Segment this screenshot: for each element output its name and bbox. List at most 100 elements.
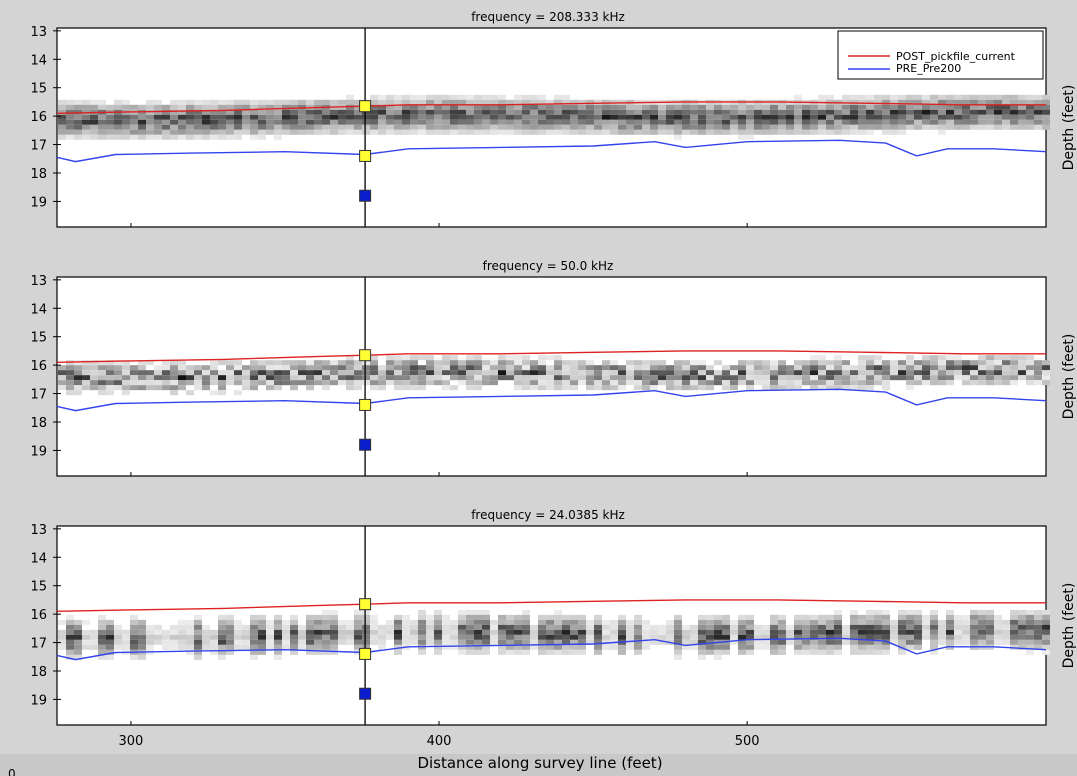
- echo-cell: [842, 385, 850, 391]
- echo-cell: [322, 114, 330, 120]
- echo-cell: [498, 614, 506, 620]
- echo-cell: [586, 119, 594, 125]
- echo-cell: [810, 385, 818, 391]
- echo-cell: [690, 624, 698, 630]
- echo-cell: [490, 129, 498, 135]
- echo-cell: [114, 634, 122, 640]
- echo-cell: [474, 99, 482, 105]
- pick-marker-yellow[interactable]: [359, 398, 372, 411]
- echo-cell: [834, 614, 842, 620]
- echo-cell: [794, 94, 802, 100]
- echo-cell: [394, 644, 402, 650]
- echo-cell: [666, 119, 674, 125]
- echo-cell: [130, 365, 138, 371]
- echo-cell: [802, 370, 810, 376]
- echo-cell: [602, 619, 610, 625]
- echo-cell: [250, 134, 258, 140]
- echo-cell: [602, 104, 610, 110]
- pick-marker-blue[interactable]: [359, 189, 372, 202]
- echo-cell: [626, 370, 634, 376]
- echo-cell: [290, 365, 298, 371]
- echo-cell: [178, 99, 186, 105]
- echo-cell: [714, 360, 722, 366]
- echo-cell: [938, 634, 946, 640]
- echo-cell: [498, 644, 506, 650]
- echo-cell: [898, 99, 906, 105]
- echo-cell: [634, 360, 642, 366]
- echo-cell: [914, 624, 922, 630]
- echo-cell: [1026, 619, 1034, 625]
- echo-cell: [394, 370, 402, 376]
- echo-cell: [106, 134, 114, 140]
- echo-cell: [682, 624, 690, 630]
- echo-cell: [346, 619, 354, 625]
- pick-marker-yellow[interactable]: [359, 100, 372, 113]
- echo-cell: [986, 619, 994, 625]
- y-tick-label: 13: [30, 274, 47, 289]
- echo-cell: [74, 624, 82, 630]
- echo-cell: [378, 629, 386, 635]
- echo-cell: [490, 380, 498, 386]
- echo-cell: [810, 355, 818, 361]
- echo-cell: [634, 649, 642, 655]
- echo-cell: [466, 375, 474, 381]
- echo-cell: [338, 119, 346, 125]
- echo-cell: [698, 109, 706, 115]
- echo-cell: [530, 624, 538, 630]
- echo-cell: [874, 99, 882, 105]
- pick-marker-blue[interactable]: [359, 438, 372, 451]
- echo-cell: [330, 360, 338, 366]
- echo-cell: [186, 129, 194, 135]
- echo-cell: [394, 360, 402, 366]
- pick-marker-yellow[interactable]: [359, 349, 372, 362]
- echo-cell: [1026, 114, 1034, 120]
- echo-cell: [986, 119, 994, 125]
- echo-cell: [106, 375, 114, 381]
- echo-cell: [626, 360, 634, 366]
- pick-marker-blue[interactable]: [359, 687, 372, 700]
- echo-cell: [506, 624, 514, 630]
- echo-cell: [514, 639, 522, 645]
- echo-cell: [914, 375, 922, 381]
- echo-cell: [370, 619, 378, 625]
- echo-cell: [234, 370, 242, 376]
- echo-cell: [386, 370, 394, 376]
- echo-cell: [514, 370, 522, 376]
- echo-cell: [938, 375, 946, 381]
- y-tick-label: 17: [30, 139, 47, 154]
- echo-cell: [378, 634, 386, 640]
- echo-cell: [74, 365, 82, 371]
- echo-cell: [834, 114, 842, 120]
- echo-cell: [946, 124, 954, 130]
- echo-cell: [762, 119, 770, 125]
- echo-cell: [258, 634, 266, 640]
- echo-cell: [538, 94, 546, 100]
- echo-cell: [530, 119, 538, 125]
- echo-cell: [882, 634, 890, 640]
- echo-cell: [82, 370, 90, 376]
- echo-cell: [338, 624, 346, 630]
- echo-cell: [114, 624, 122, 630]
- echo-cell: [818, 119, 826, 125]
- pick-marker-yellow[interactable]: [359, 149, 372, 162]
- echo-cell: [906, 124, 914, 130]
- echo-cell: [290, 360, 298, 366]
- echo-cell: [130, 124, 138, 130]
- echo-cell: [866, 119, 874, 125]
- echo-cell: [234, 629, 242, 635]
- y-tick-label: 14: [30, 302, 47, 317]
- echo-cell: [690, 360, 698, 366]
- echo-cell: [706, 614, 714, 620]
- echo-cell: [58, 104, 66, 110]
- echo-cell: [946, 109, 954, 115]
- echo-cell: [106, 629, 114, 635]
- pick-marker-yellow[interactable]: [359, 647, 372, 660]
- pick-marker-yellow[interactable]: [359, 598, 372, 611]
- echo-cell: [58, 385, 66, 391]
- echo-cell: [202, 104, 210, 110]
- echo-cell: [1010, 355, 1018, 361]
- echo-cell: [138, 644, 146, 650]
- echo-cell: [58, 119, 66, 125]
- echo-cell: [594, 99, 602, 105]
